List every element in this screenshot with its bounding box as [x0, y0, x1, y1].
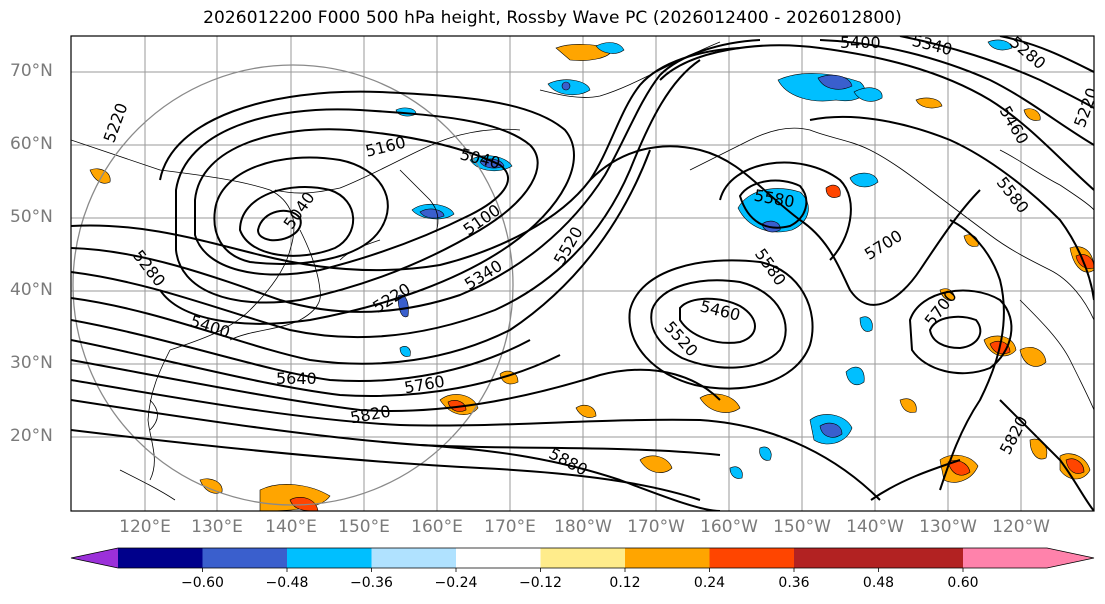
colorbar-tick-label: −0.60	[181, 575, 224, 591]
lon-label: 170°E	[484, 517, 536, 537]
lon-label: 160°W	[700, 517, 758, 537]
colorbar-tick-label: −0.12	[519, 575, 562, 591]
colorbar-tick-label: −0.24	[434, 575, 478, 591]
colorbar-segment	[709, 548, 794, 568]
colorbar-segment	[625, 548, 710, 568]
lat-label-60n: 60°N	[10, 134, 53, 154]
range-circle	[72, 64, 514, 506]
lon-label: 130°W	[919, 517, 977, 537]
lon-label: 120°E	[119, 517, 171, 537]
map-title: 2026012200 F000 500 hPa height, Rossby W…	[203, 8, 902, 28]
colorbar-extend-left	[71, 548, 118, 568]
colorbar-segment	[202, 548, 287, 568]
lon-label: 150°W	[773, 517, 831, 537]
lon-label: 180°W	[554, 517, 612, 537]
colorbar-tick-label: 0.48	[862, 575, 895, 591]
colorbar-tick-label: −0.36	[350, 575, 393, 591]
colorbar-tick-label: 0.36	[778, 575, 810, 591]
lon-label: 120°W	[992, 517, 1050, 537]
lat-label-70n: 70°N	[10, 61, 53, 81]
lon-label: 140°W	[846, 517, 904, 537]
colorbar-tick-label: 0.60	[947, 575, 979, 591]
lon-label: 140°E	[265, 517, 317, 537]
lat-label-40n: 40°N	[10, 280, 53, 300]
colorbar-tick-label: 0.12	[609, 575, 641, 591]
colorbar-segment	[118, 548, 203, 568]
lat-label-20n: 20°N	[10, 426, 53, 446]
colorbar-tick-label: −0.48	[265, 575, 309, 591]
colorbar-extend-right	[963, 548, 1094, 568]
contour-label: 5640	[276, 369, 317, 388]
anomaly-patches	[89, 39, 1094, 511]
colorbar	[70, 547, 1095, 572]
colorbar-segment	[878, 548, 963, 568]
lon-label: 160°E	[411, 517, 463, 537]
contour-label: 5400	[840, 33, 881, 52]
lon-label: 150°E	[338, 517, 390, 537]
colorbar-segment	[371, 548, 456, 568]
height-contours	[71, 36, 1094, 511]
colorbar-segment	[287, 548, 372, 568]
colorbar-segment	[794, 548, 879, 568]
colorbar-segment	[456, 548, 541, 568]
map-frame	[70, 35, 1095, 512]
colorbar-tick-label: 0.24	[693, 575, 726, 591]
colorbar-segment	[540, 548, 625, 568]
lon-label: 170°W	[627, 517, 685, 537]
lat-label-30n: 30°N	[10, 353, 53, 373]
lon-label: 130°E	[191, 517, 243, 537]
lat-label-50n: 50°N	[10, 207, 53, 227]
